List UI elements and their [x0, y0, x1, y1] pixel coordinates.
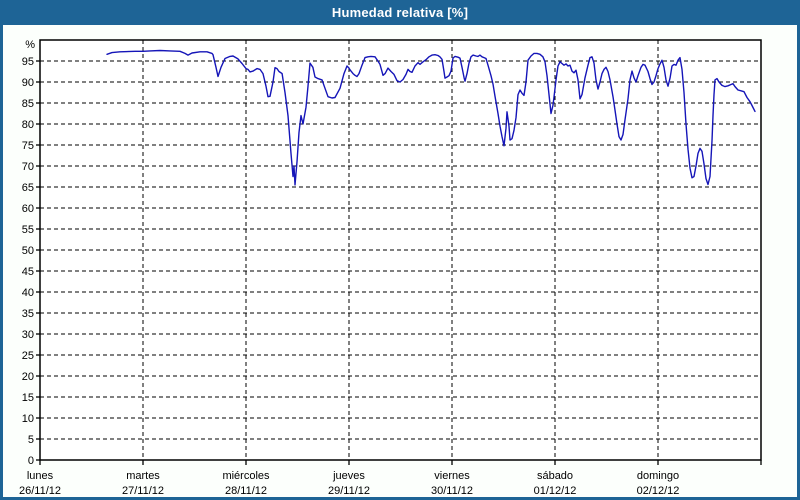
y-unit-label: % [25, 39, 35, 51]
y-tick-label: 75 [22, 140, 34, 152]
y-tick-label: 70 [22, 161, 34, 173]
y-tick-label: 45 [22, 266, 34, 278]
y-tick-label: 0 [28, 455, 34, 467]
y-tick-label: 10 [22, 413, 34, 425]
x-date-label: 28/11/12 [225, 485, 267, 497]
x-day-label: sábado [537, 470, 573, 482]
y-tick-label: 5 [28, 434, 34, 446]
x-date-label: 29/11/12 [328, 485, 370, 497]
y-tick-label: 55 [22, 224, 34, 236]
x-date-label: 01/12/12 [534, 485, 577, 497]
x-day-label: lunes [27, 470, 54, 482]
y-tick-label: 30 [22, 329, 34, 341]
humidity-line [106, 49, 756, 186]
y-tick-label: 95 [22, 56, 34, 68]
y-tick-label: 60 [22, 203, 34, 215]
x-date-label: 02/12/12 [637, 485, 680, 497]
y-tick-label: 50 [22, 245, 34, 257]
x-day-label: viernes [434, 470, 470, 482]
x-day-label: domingo [637, 470, 679, 482]
x-date-label: 27/11/12 [122, 485, 164, 497]
y-tick-label: 25 [22, 350, 34, 362]
x-day-label: miércoles [222, 470, 270, 482]
y-tick-label: 20 [22, 371, 34, 383]
y-tick-label: 65 [22, 182, 34, 194]
y-tick-label: 40 [22, 287, 34, 299]
plot-frame [39, 39, 762, 461]
y-tick-label: 80 [22, 119, 34, 131]
chart-title: Humedad relativa [%] [331, 5, 469, 20]
title-bar: Humedad relativa [%] [0, 0, 800, 25]
y-tick-label: 90 [22, 77, 34, 89]
x-date-label: 26/11/12 [19, 485, 61, 497]
x-day-label: jueves [332, 470, 365, 482]
x-date-label: 30/11/12 [431, 485, 473, 497]
y-tick-label: 85 [22, 98, 34, 110]
x-day-label: martes [126, 470, 160, 482]
y-tick-label: 15 [22, 392, 34, 404]
y-tick-label: 35 [22, 308, 34, 320]
